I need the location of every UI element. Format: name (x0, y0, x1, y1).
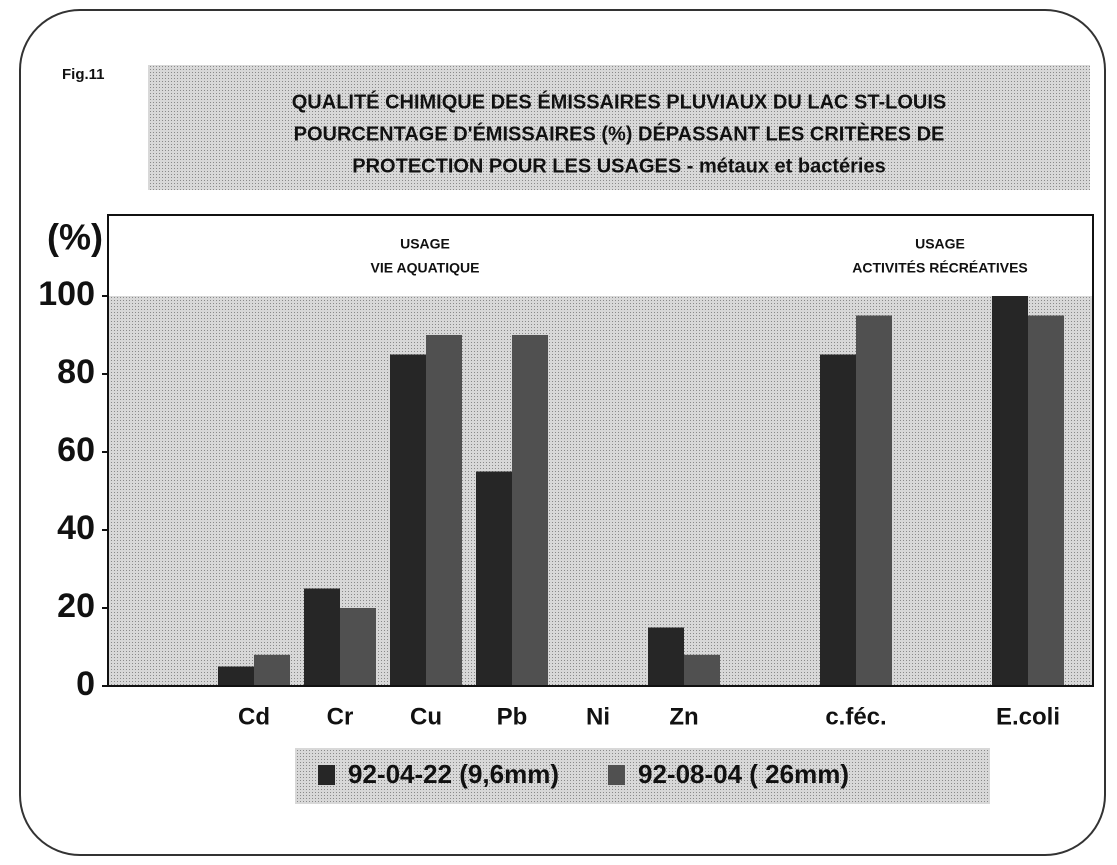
x-tick-label: Zn (669, 703, 698, 730)
y-tick-label: 80 (57, 353, 95, 391)
chart-title: QUALITÉ CHIMIQUE DES ÉMISSAIRES PLUVIAUX… (292, 90, 947, 113)
y-tick-label: 0 (76, 665, 95, 703)
legend-label: 92-08-04 ( 26mm) (638, 759, 849, 789)
legend-box (295, 748, 990, 804)
chart-title: POURCENTAGE D'ÉMISSAIRES (%) DÉPASSANT L… (294, 122, 945, 145)
bar (856, 315, 892, 686)
plot-background (109, 296, 1092, 686)
legend-swatch (608, 765, 625, 785)
bar (340, 608, 376, 686)
bar (512, 335, 548, 686)
x-tick-label: Cr (327, 703, 354, 730)
annotation: USAGE (915, 236, 965, 252)
annotation: ACTIVITÉS RÉCRÉATIVES (852, 260, 1028, 276)
legend-label: 92-04-22 (9,6mm) (348, 759, 559, 789)
bar (390, 354, 426, 686)
annotation: VIE AQUATIQUE (371, 260, 480, 276)
x-tick-label: Cd (238, 703, 270, 730)
bar (476, 471, 512, 686)
bar (218, 666, 254, 686)
x-tick-label: c.féc. (825, 703, 886, 730)
bar (254, 654, 290, 686)
bar (1028, 315, 1064, 686)
bar (304, 588, 340, 686)
y-axis-label: (%) (47, 217, 103, 258)
figure-label: Fig.11 (62, 66, 105, 83)
x-tick-label: Pb (497, 703, 528, 730)
bar (684, 654, 720, 686)
bar (648, 627, 684, 686)
chart-title: PROTECTION POUR LES USAGES - métaux et b… (352, 155, 885, 177)
bar (426, 335, 462, 686)
x-tick-label: Cu (410, 703, 442, 730)
legend-swatch (318, 765, 335, 785)
x-tick-label: E.coli (996, 703, 1060, 730)
bar (820, 354, 856, 686)
y-tick-label: 100 (38, 275, 95, 313)
title-box (148, 65, 1090, 190)
y-tick-label: 40 (57, 509, 95, 547)
y-tick-label: 60 (57, 431, 95, 469)
bar (992, 296, 1028, 686)
x-tick-label: Ni (586, 703, 610, 730)
y-tick-label: 20 (57, 587, 95, 625)
annotation: USAGE (400, 236, 450, 252)
